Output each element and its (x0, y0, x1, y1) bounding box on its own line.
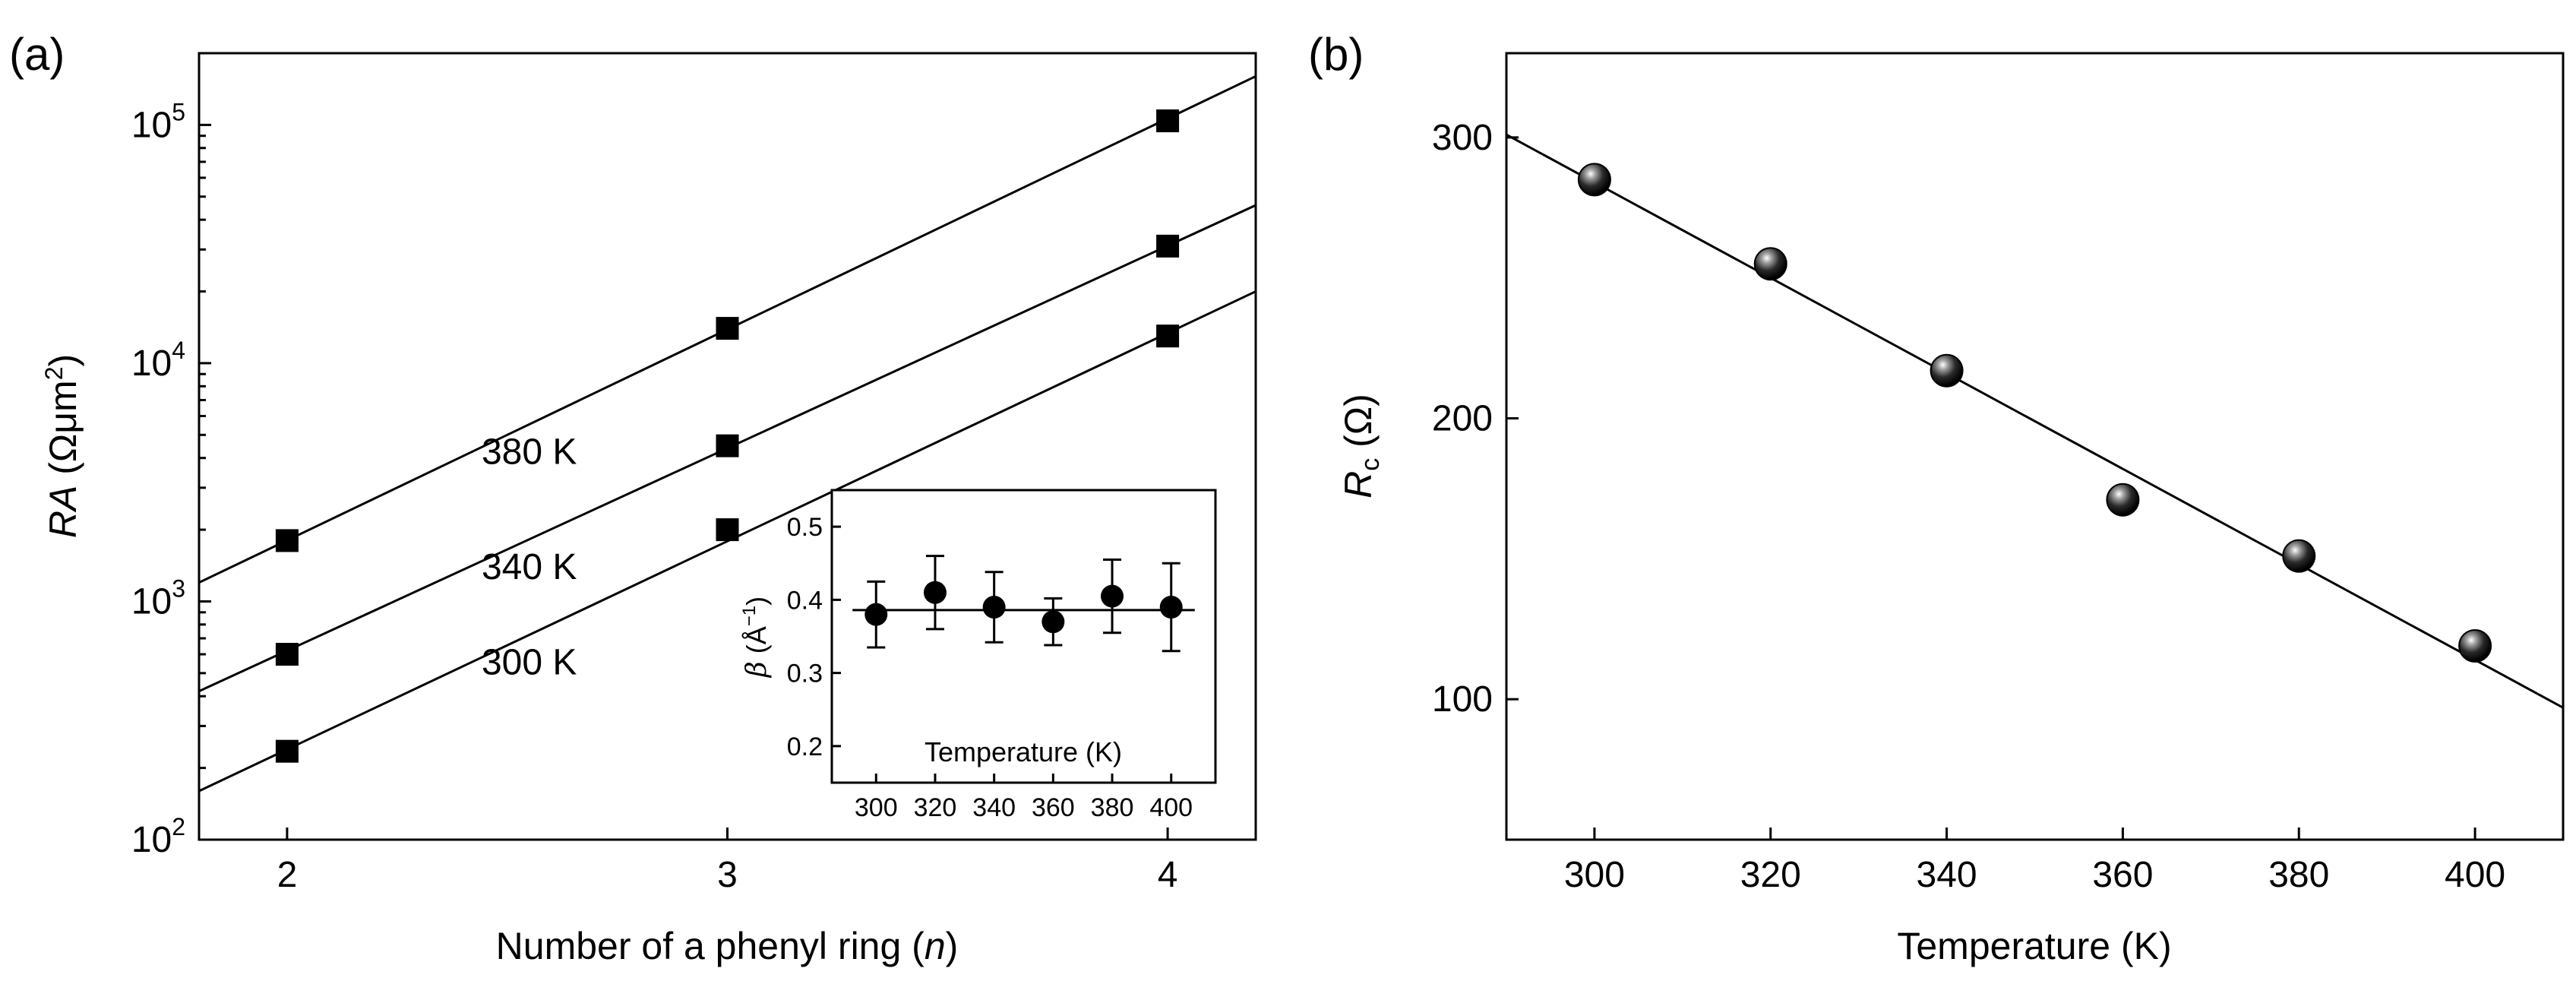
data-point-square (275, 643, 299, 666)
inset-y-axis-title: β (Å−1) (739, 597, 773, 679)
inset-y-tick-label: 0.3 (787, 660, 823, 688)
y-tick-label: 100 (1432, 679, 1493, 720)
inset-data-point (982, 596, 1006, 619)
data-point-square (716, 518, 739, 542)
y-tick-label: 105 (131, 98, 185, 145)
inset-x-axis: 300 320 340 360 380 400 (855, 774, 1193, 822)
data-point-square (275, 529, 299, 552)
data-point-sphere (2106, 483, 2140, 517)
panel-b-fit-line (1506, 133, 2564, 709)
fit-line-300k (198, 290, 1256, 793)
inset-y-axis: 0.2 0.3 0.4 0.5 (787, 513, 841, 761)
inset-x-tick-label: 340 (972, 793, 1016, 822)
inset-y-tick-label: 0.5 (787, 513, 823, 542)
data-point-square (716, 434, 739, 457)
inset-x-tick-label: 320 (914, 793, 957, 822)
inset-data-point (1041, 610, 1065, 634)
panel-b-y-axis: 100 200 300 (1432, 118, 1519, 720)
inset-data-point (1101, 584, 1124, 608)
x-tick-label: 360 (2092, 855, 2153, 895)
x-tick-label: 400 (2445, 855, 2505, 895)
panel-b-y-axis-title: Rc (Ω) (1337, 394, 1385, 498)
panel-b-x-axis-title: Temperature (K) (1897, 925, 2171, 967)
panel-a: (a) 2 3 4 102 103 104 105 380 K 340 K 300 K Num… (9, 29, 1257, 967)
data-point-square (275, 739, 299, 763)
data-point-square (1156, 234, 1180, 258)
fit-line (1506, 133, 2564, 709)
x-tick-label: 2 (277, 855, 298, 895)
inset-chart: 300 320 340 360 380 400 0.2 0.3 0.4 0.5 Temperat… (739, 489, 1217, 822)
inset-data-point (864, 603, 888, 626)
inset-y-tick-label: 0.2 (787, 733, 823, 761)
data-point-sphere (2458, 628, 2492, 663)
data-point-sphere (1753, 247, 1787, 281)
panel-b-plot-frame (1505, 52, 2565, 841)
inset-data-points (864, 555, 1183, 653)
panel-a-x-axis: 2 3 4 (277, 828, 1178, 895)
panel-a-y-axis-title: RA (Ωμm2) (40, 354, 84, 538)
data-point-square (1156, 109, 1180, 133)
panel-a-data-points (275, 109, 1180, 763)
panel-b-label: (b) (1308, 29, 1364, 80)
panel-a-y-axis: 102 103 104 105 (131, 52, 211, 860)
inset-y-tick-label: 0.4 (787, 586, 823, 615)
y-tick-label: 104 (131, 337, 185, 384)
inset-x-tick-label: 400 (1149, 793, 1193, 822)
data-point-sphere (2282, 539, 2316, 573)
inset-background (832, 490, 1215, 783)
x-tick-label: 300 (1564, 855, 1625, 895)
series-label: 300 K (482, 643, 577, 683)
inset-x-tick-label: 360 (1032, 793, 1075, 822)
y-tick-label: 103 (131, 574, 185, 622)
panel-b: (b) 300 320 340 360 380 400 100 200 300 Tempera… (1308, 29, 2565, 967)
series-label: 340 K (482, 547, 577, 587)
series-label: 380 K (482, 432, 577, 472)
inset-x-tick-label: 300 (855, 793, 898, 822)
y-tick-label: 300 (1432, 118, 1493, 158)
data-point-sphere (1930, 353, 1964, 388)
panel-b-x-axis: 300 320 340 360 380 400 (1564, 828, 2505, 895)
x-tick-label: 380 (2268, 855, 2329, 895)
inset-x-tick-label: 380 (1091, 793, 1134, 822)
y-tick-label: 102 (131, 813, 185, 860)
panel-b-data-points (1577, 163, 2492, 663)
y-tick-label: 200 (1432, 399, 1493, 439)
x-tick-label: 4 (1158, 855, 1178, 895)
inset-data-point (1159, 596, 1183, 619)
data-point-square (716, 317, 739, 340)
inset-data-point (923, 581, 947, 604)
panel-a-x-axis-title: Number of a phenyl ring (n) (496, 925, 959, 967)
panel-a-label: (a) (9, 29, 65, 80)
x-tick-label: 3 (717, 855, 738, 895)
data-point-sphere (1577, 163, 1611, 197)
inset-plot-frame (830, 489, 1217, 784)
x-tick-label: 320 (1740, 855, 1801, 895)
x-tick-label: 340 (1917, 855, 1977, 895)
data-point-square (1156, 324, 1180, 348)
panel-a-series-labels: 380 K 340 K 300 K (482, 432, 577, 682)
inset-x-axis-title: Temperature (K) (925, 736, 1122, 767)
